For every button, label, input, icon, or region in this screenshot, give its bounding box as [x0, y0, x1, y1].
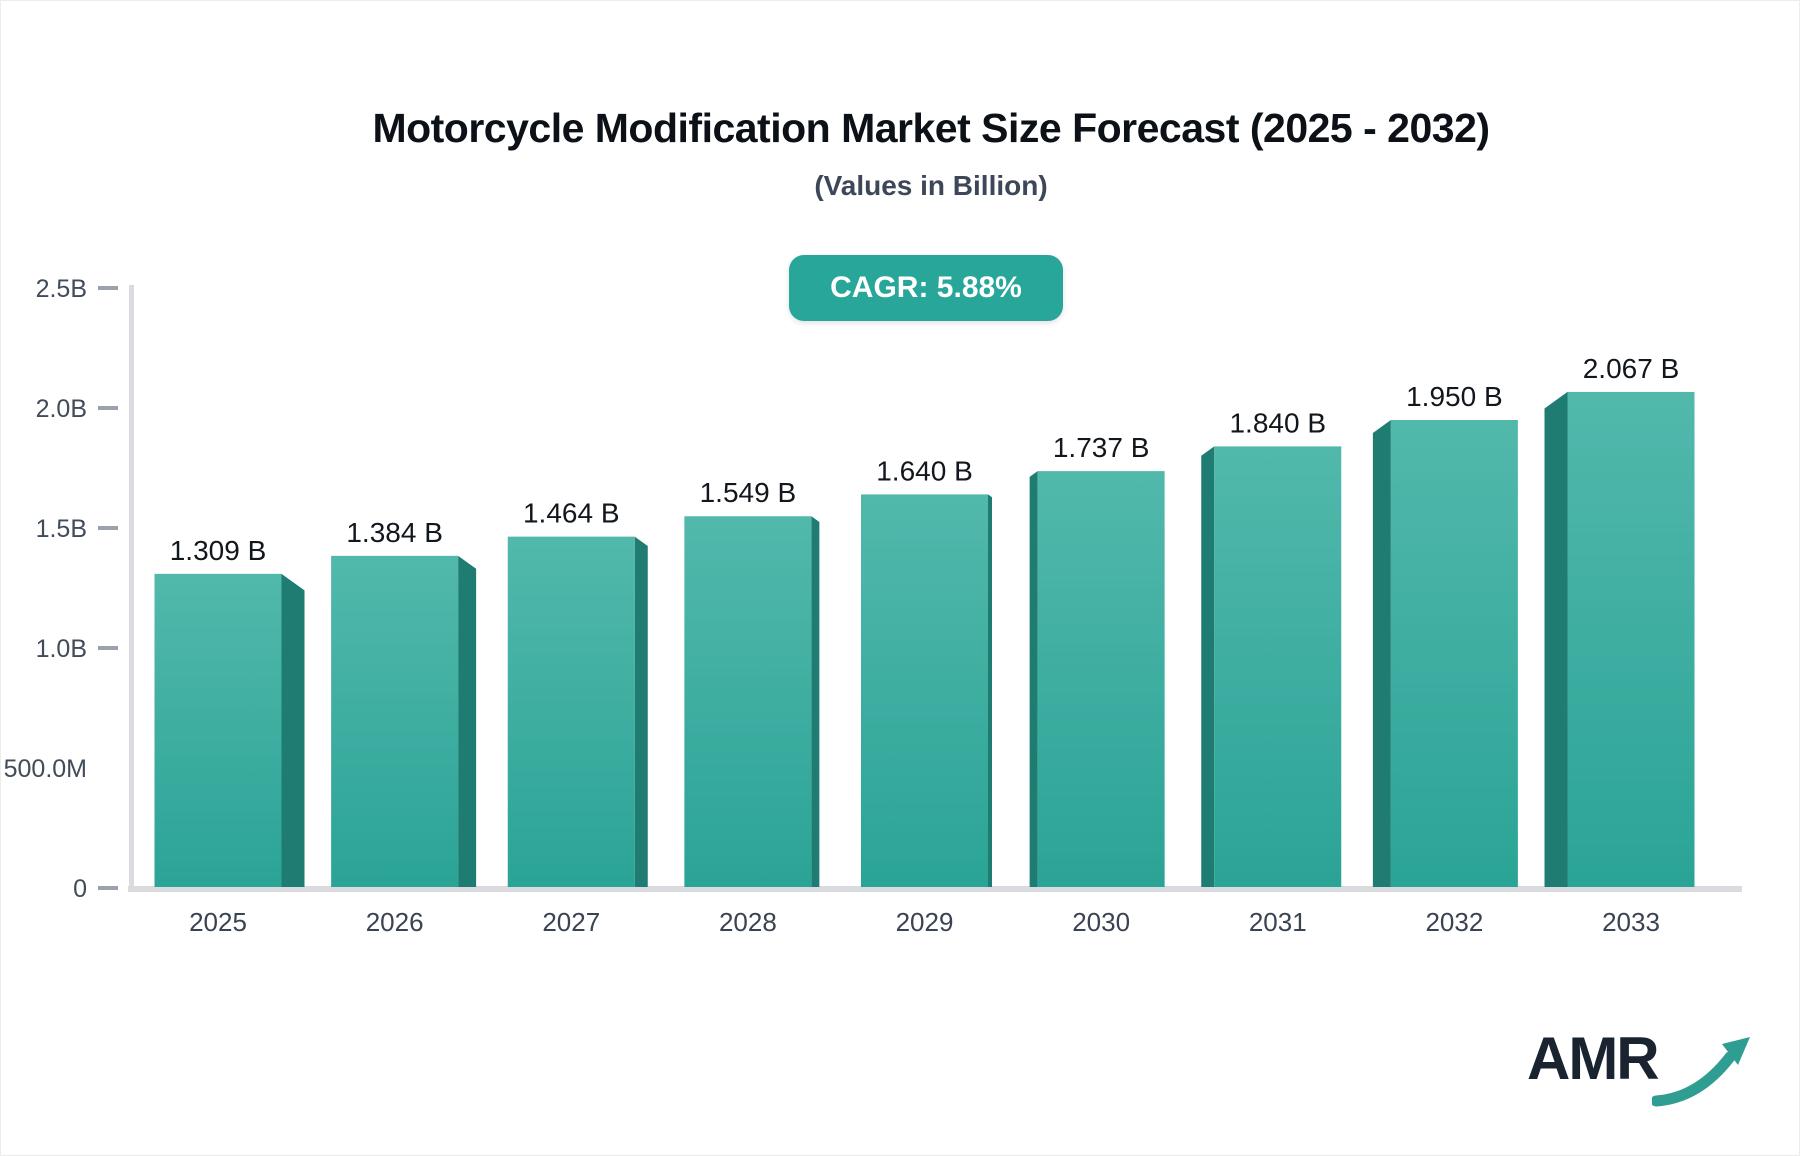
bar [331, 555, 459, 887]
bar-group-2030: 1.737 B 2030 [1029, 432, 1165, 937]
bar-value-label: 2.067 B [1583, 353, 1680, 384]
bar-side-face [1372, 420, 1391, 887]
bar-side-face [458, 555, 477, 887]
bar [154, 573, 282, 887]
bar-group-2025: 1.309 B 2025 [154, 535, 305, 937]
x-tick-label: 2033 [1602, 907, 1660, 937]
bar-side-face [634, 536, 648, 887]
y-tick-label: 500.0M [4, 755, 87, 783]
bar-group-2028: 1.549 B 2028 [684, 477, 820, 937]
y-tick-dash [98, 886, 118, 890]
y-axis-line [129, 285, 134, 892]
bar-group-2027: 1.464 B 2027 [507, 498, 648, 937]
y-tick-label: 0 [73, 875, 87, 903]
x-tick-label: 2031 [1249, 907, 1307, 937]
bar-group-2026: 1.384 B 2026 [331, 517, 477, 937]
x-tick-label: 2027 [542, 907, 600, 937]
bar-side-face [811, 516, 820, 887]
bar-value-label: 1.840 B [1229, 407, 1326, 438]
bar-value-label: 1.737 B [1053, 432, 1150, 463]
bar [1567, 391, 1695, 887]
x-tick-label: 2026 [366, 907, 424, 937]
bar [1390, 420, 1518, 887]
bar-value-label: 1.309 B [170, 535, 267, 566]
chart-subtitle: (Values in Billion) [814, 170, 1048, 201]
x-axis-line [128, 886, 1742, 892]
bar-value-label: 1.640 B [876, 455, 973, 486]
bar-group-2031: 1.840 B 2031 [1201, 407, 1342, 937]
y-tick-label: 1.5B [36, 515, 87, 543]
y-tick-label: 2.0B [36, 395, 87, 423]
y-tick-dash [98, 286, 118, 290]
bar-side-face [1544, 391, 1568, 887]
bar [1214, 446, 1342, 887]
bar [861, 494, 988, 887]
bar-value-label: 1.384 B [346, 517, 443, 548]
bar-group-2029: 1.640 B 2029 [861, 455, 992, 937]
x-tick-label: 2032 [1425, 907, 1483, 937]
x-tick-label: 2025 [189, 907, 247, 937]
bar-side-face [1201, 446, 1215, 887]
y-tick-dash [98, 406, 118, 410]
y-tick-label: 1.0B [36, 635, 87, 663]
bar-side-face [281, 573, 305, 887]
bar-value-label: 1.549 B [700, 477, 797, 508]
y-tick-dash [98, 526, 118, 530]
growth-arrow-icon [1651, 1037, 1750, 1107]
bar-group-2032: 1.950 B 2032 [1372, 381, 1518, 937]
bar [507, 536, 635, 887]
y-tick-label: 2.5B [36, 275, 87, 303]
bar [684, 516, 812, 887]
cagr-badge: CAGR: 5.88% [789, 255, 1063, 321]
amr-logo: AMR [1527, 1029, 1762, 1109]
bar [1037, 471, 1165, 887]
x-tick-label: 2029 [896, 907, 954, 937]
bar-value-label: 1.950 B [1406, 381, 1503, 412]
bar-value-label: 1.464 B [523, 498, 620, 529]
y-tick-dash [98, 646, 118, 650]
bar-group-2033: 2.067 B 2033 [1544, 353, 1695, 937]
bar-side-face [1029, 471, 1038, 887]
x-tick-label: 2030 [1072, 907, 1130, 937]
x-tick-label: 2028 [719, 907, 777, 937]
amr-logo-text: AMR [1527, 1025, 1660, 1092]
chart-header: Motorcycle Modification Market Size Fore… [61, 1, 1799, 202]
bar-side-face [988, 494, 992, 887]
chart-title: Motorcycle Modification Market Size Fore… [372, 105, 1490, 151]
